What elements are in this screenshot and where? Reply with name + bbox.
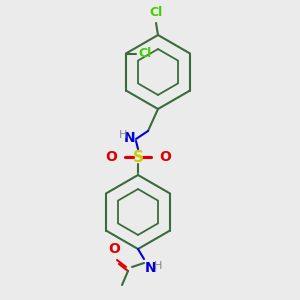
Text: Cl: Cl	[149, 6, 163, 19]
Text: N: N	[145, 261, 157, 275]
Text: H: H	[118, 130, 127, 140]
Text: H: H	[154, 261, 162, 271]
Text: S: S	[133, 149, 143, 164]
Text: O: O	[159, 150, 171, 164]
Text: N: N	[123, 131, 135, 145]
Text: O: O	[108, 242, 120, 256]
Text: Cl: Cl	[138, 47, 151, 60]
Text: O: O	[105, 150, 117, 164]
